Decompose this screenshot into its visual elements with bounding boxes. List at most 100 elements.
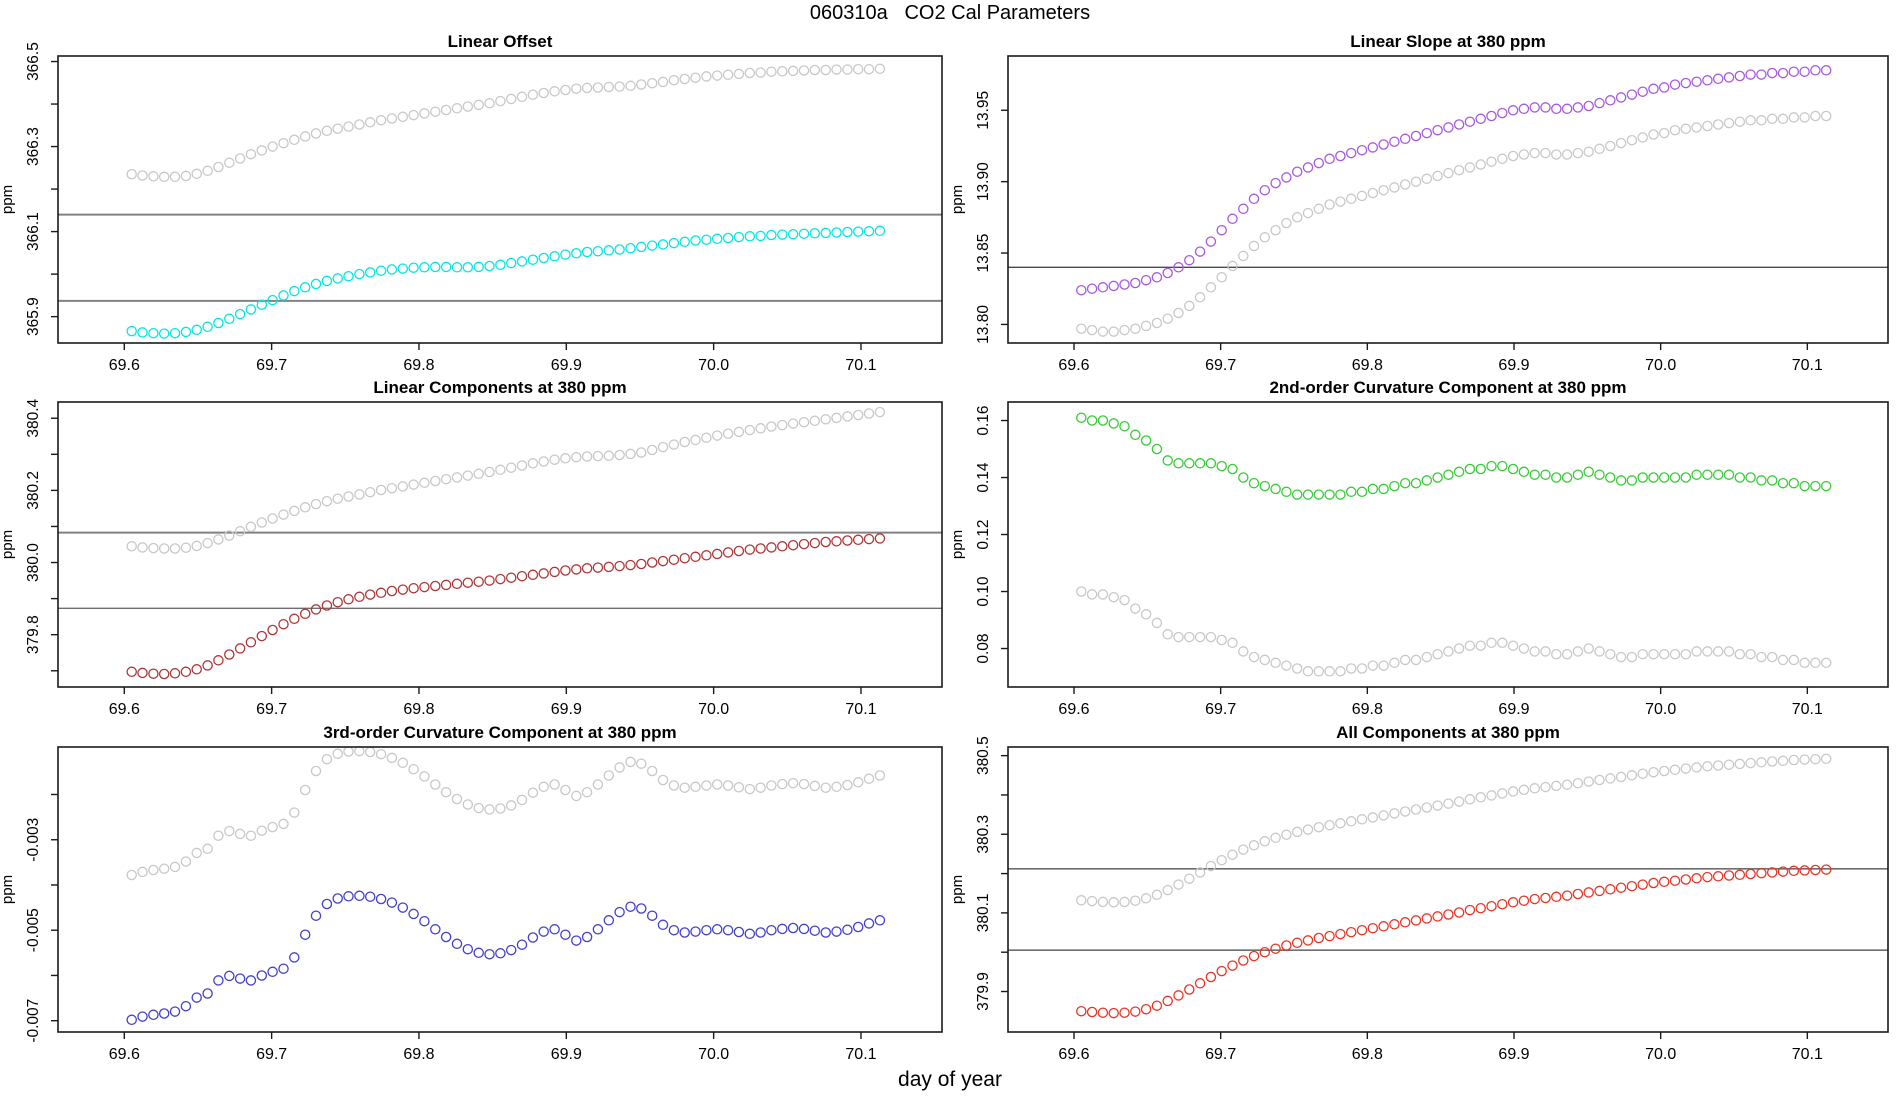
x-tick-label: 69.7 (256, 1046, 287, 1063)
y-tick-label: 380.3 (975, 815, 992, 854)
y-tick-label: 380.5 (975, 736, 992, 775)
y-tick-label: 0.16 (975, 405, 992, 435)
x-tick-label: 70.0 (698, 1046, 729, 1063)
series-gray (126, 63, 886, 183)
x-tick-label: 69.7 (256, 701, 287, 718)
series-gray (126, 745, 886, 881)
page-title: 060310a CO2 Cal Parameters (809, 2, 1091, 24)
x-tick-label: 70.1 (1792, 1046, 1823, 1063)
x-tick-label: 69.9 (551, 1046, 582, 1063)
y-tick-label: 366.3 (25, 127, 42, 166)
y-tick-label: 0.14 (975, 462, 992, 493)
x-tick-label: 69.7 (1205, 357, 1236, 374)
y-tick-label: 13.85 (975, 234, 992, 273)
x-tick-label: 69.7 (256, 357, 287, 374)
y-tick-label: 13.95 (975, 91, 992, 130)
y-tick-label: 365.9 (25, 297, 42, 336)
y-tick-label: -0.005 (25, 908, 42, 952)
series-purple (1076, 65, 1832, 296)
x-tick-label: 69.6 (1058, 1046, 1089, 1063)
x-axis: 69.6 69.7 69.8 69.9 70.0 70.1 (109, 687, 877, 718)
x-tick-label: 69.7 (1205, 701, 1236, 718)
y-axis-title: ppm (949, 185, 966, 214)
x-tick-label: 70.0 (1645, 1046, 1676, 1063)
panel-title: All Components at 380 ppm (1336, 723, 1560, 742)
y-axis: 365.9 366.1 366.3 366.5 (25, 42, 58, 336)
series-gray (126, 406, 886, 554)
y-axis: 379.9 380.1 380.3 380.5 (975, 736, 1008, 1011)
plot-border (57, 401, 943, 688)
x-tick-label: 69.6 (1058, 701, 1089, 718)
plot-border (1007, 401, 1889, 688)
x-tick-label: 69.9 (551, 357, 582, 374)
y-axis: 13.80 13.85 13.90 13.95 (975, 91, 1008, 344)
x-tick-label: 70.1 (845, 357, 876, 374)
x-axis: 69.6 69.7 69.8 69.9 70.0 70.1 (1058, 1032, 1823, 1063)
y-tick-label: 13.90 (975, 162, 992, 201)
y-axis-title: ppm (0, 185, 16, 214)
panel-title: 2nd-order Curvature Component at 380 ppm (1269, 378, 1626, 397)
x-tick-label: 70.0 (698, 701, 729, 718)
series-darkred (126, 533, 886, 680)
panel-linear-slope: 13.80 13.85 13.90 13.95 69.6 69.7 69.8 69.9 70.0… (949, 32, 1889, 374)
plot-border (57, 55, 943, 344)
x-axis-title: day of year (898, 1068, 1002, 1091)
y-tick-label: 379.8 (25, 615, 42, 654)
x-tick-label: 70.1 (1792, 701, 1823, 718)
series-red (1076, 864, 1832, 1019)
y-axis-title: ppm (0, 530, 16, 559)
x-tick-label: 69.6 (109, 357, 140, 374)
x-tick-label: 70.1 (845, 701, 876, 718)
series-gray (1076, 586, 1832, 677)
panel-all-components: 379.9 380.1 380.3 380.5 69.6 69.7 69.8 69.9 70.0… (949, 723, 1889, 1063)
plot-border (1007, 55, 1889, 344)
series-blue (126, 890, 886, 1026)
y-tick-label: 380.0 (25, 543, 42, 582)
y-tick-label: 380.4 (25, 398, 42, 437)
panel-linear-components: 379.8 380.0 380.2 380.4 69.6 69.7 69.8 69.9 70.0… (0, 378, 943, 718)
y-tick-label: 0.08 (975, 633, 992, 663)
x-tick-label: 70.0 (698, 357, 729, 374)
panel-title: 3rd-order Curvature Component at 380 ppm (323, 723, 676, 742)
x-tick-label: 70.0 (1645, 701, 1676, 718)
x-tick-label: 69.7 (1205, 1046, 1236, 1063)
x-tick-label: 69.9 (551, 701, 582, 718)
plot-border (57, 746, 943, 1033)
series-cyan (126, 225, 886, 339)
y-tick-label: 366.1 (25, 212, 42, 251)
plot-border (1007, 746, 1889, 1033)
panel-title: Linear Slope at 380 ppm (1350, 32, 1546, 51)
x-axis: 69.6 69.7 69.8 69.9 70.0 70.1 (1058, 687, 1823, 718)
x-tick-label: 69.9 (1498, 701, 1529, 718)
x-tick-label: 69.8 (1352, 701, 1383, 718)
y-tick-label: 380.1 (975, 893, 992, 932)
y-axis-title: ppm (949, 530, 966, 559)
x-axis: 69.6 69.7 69.8 69.9 70.0 70.1 (109, 1032, 877, 1063)
panel-title: Linear Offset (448, 32, 553, 51)
y-axis: -0.007 -0.005 -0.003 (25, 793, 58, 1043)
series-green (1076, 412, 1832, 500)
x-tick-label: 69.8 (403, 1046, 434, 1063)
x-tick-label: 69.8 (403, 701, 434, 718)
y-tick-label: -0.007 (25, 999, 42, 1043)
series-gray (1076, 110, 1832, 337)
y-tick-label: -0.003 (25, 818, 42, 862)
y-axis-title: ppm (949, 875, 966, 904)
series-gray (1076, 753, 1832, 908)
y-tick-label: 0.12 (975, 519, 992, 549)
x-axis: 69.6 69.7 69.8 69.9 70.0 70.1 (1058, 343, 1823, 374)
x-tick-label: 70.1 (845, 1046, 876, 1063)
y-tick-label: 366.5 (25, 42, 42, 81)
panel-linear-offset: 365.9 366.1 366.3 366.5 69.6 69.7 69.8 69.9 70.0… (0, 32, 943, 374)
panel-title: Linear Components at 380 ppm (373, 378, 626, 397)
y-tick-label: 0.10 (975, 576, 992, 607)
panel-second-order-curvature: 0.08 0.10 0.12 0.14 0.16 69.6 69.7 69.8 69.9 70.0… (949, 378, 1889, 718)
x-tick-label: 69.6 (109, 701, 140, 718)
x-axis: 69.6 69.7 69.8 69.9 70.0 70.1 (109, 343, 877, 374)
x-tick-label: 70.1 (1792, 357, 1823, 374)
x-tick-label: 69.6 (109, 1046, 140, 1063)
y-tick-label: 13.80 (975, 305, 992, 344)
x-tick-label: 69.9 (1498, 357, 1529, 374)
